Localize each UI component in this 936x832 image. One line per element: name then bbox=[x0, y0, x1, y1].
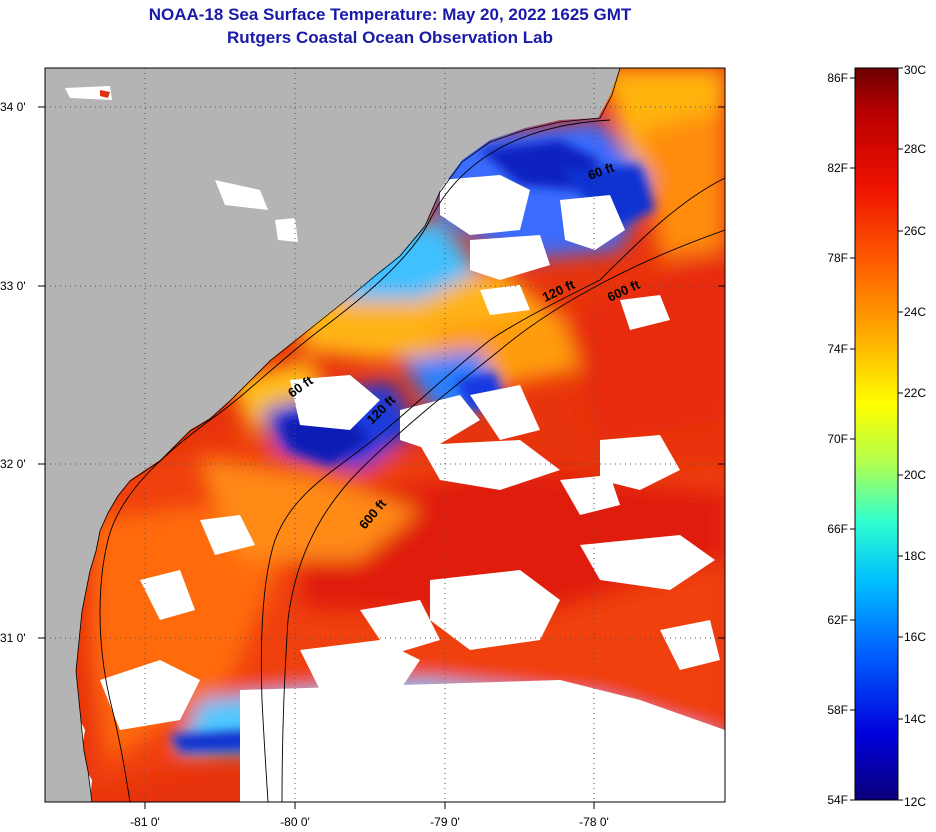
map-frame bbox=[44, 67, 726, 803]
coastline bbox=[75, 68, 621, 802]
sst-map bbox=[45, 68, 725, 802]
colorbar-f-label: 82F bbox=[827, 161, 848, 175]
lon-label: -79 0' bbox=[430, 815, 460, 829]
map-title: NOAA-18 Sea Surface Temperature: May 20,… bbox=[148, 5, 632, 24]
map-subtitle: Rutgers Coastal Ocean Observation Lab bbox=[227, 28, 553, 47]
colorbar-f-label: 54F bbox=[827, 793, 848, 807]
colorbar-f-label: 62F bbox=[827, 613, 848, 627]
lon-ticks bbox=[144, 802, 595, 809]
colorbar-f-label: 78F bbox=[827, 251, 848, 265]
colorbar-c-label: 26C bbox=[904, 224, 926, 238]
colorbar-c-label: 28C bbox=[904, 142, 926, 156]
colorbar-c-label: 16C bbox=[904, 630, 926, 644]
colorbar-f-label: 66F bbox=[827, 522, 848, 536]
colorbar bbox=[854, 67, 899, 801]
colorbar-c-label: 22C bbox=[904, 386, 926, 400]
colorbar-c-label: 30C bbox=[904, 63, 926, 77]
lon-label: -78 0' bbox=[579, 815, 609, 829]
lat-label: 31 0' bbox=[0, 631, 26, 645]
colorbar-c-label: 20C bbox=[904, 468, 926, 482]
lat-label: 32 0' bbox=[0, 457, 26, 471]
colorbar-c-label: 18C bbox=[904, 549, 926, 563]
colorbar-c-label: 12C bbox=[904, 795, 926, 809]
isobath-contours bbox=[99, 119, 725, 802]
lat-ticks bbox=[38, 106, 725, 639]
colorbar-f-label: 70F bbox=[827, 432, 848, 446]
colorbar-f-label: 74F bbox=[827, 342, 848, 356]
colorbar-c-label: 24C bbox=[904, 305, 926, 319]
lat-label: 33 0' bbox=[0, 279, 26, 293]
lon-label: -81 0' bbox=[130, 815, 160, 829]
graticule bbox=[45, 68, 725, 802]
colorbar-f-label: 86F bbox=[827, 71, 848, 85]
lat-label: 34 0' bbox=[0, 100, 26, 114]
colorbar-c-label: 14C bbox=[904, 712, 926, 726]
land-mass bbox=[45, 68, 620, 802]
colorbar-ticks bbox=[850, 67, 903, 801]
colorbar-f-label: 58F bbox=[827, 703, 848, 717]
lon-label: -80 0' bbox=[280, 815, 310, 829]
